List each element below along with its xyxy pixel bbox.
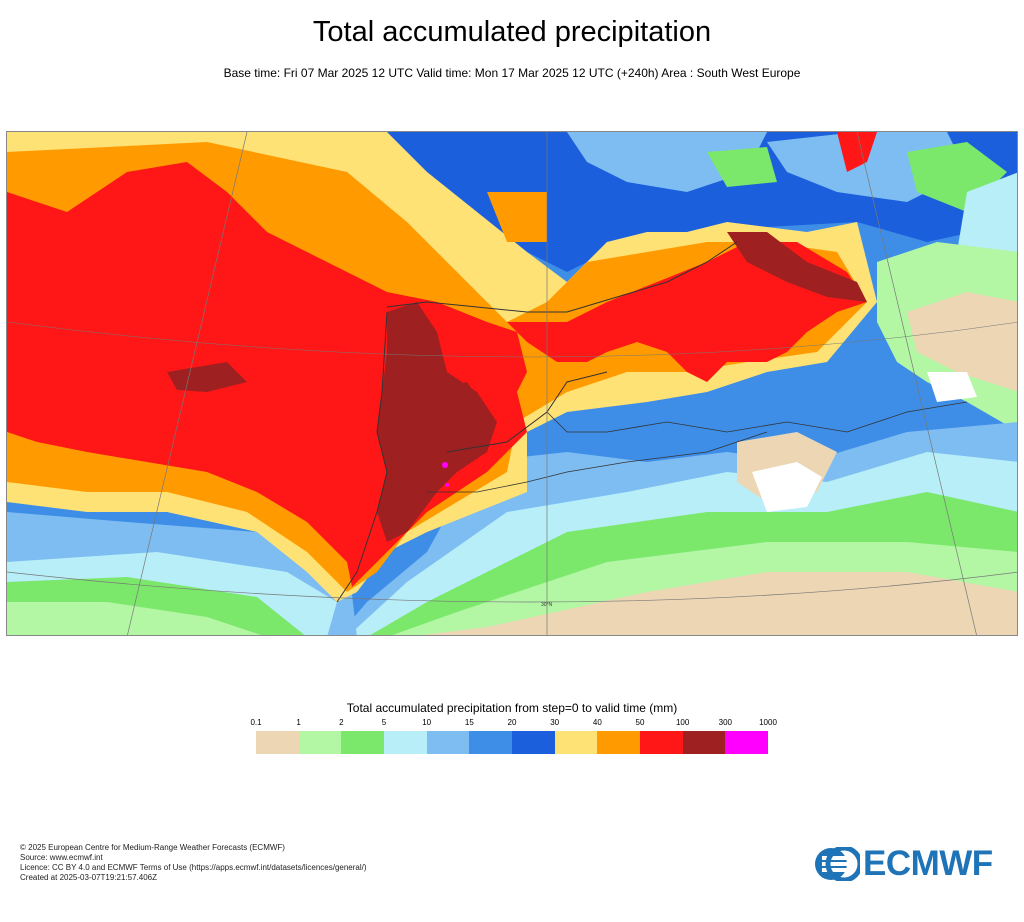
legend-tick-label: 100 xyxy=(675,718,690,727)
legend-tick-label: 20 xyxy=(507,718,517,727)
legend-labels: 0.1 1 2 5 10 15 20 30 40 50 100 300 1000 xyxy=(250,718,776,730)
footer-source: Source: www.ecmwf.int xyxy=(20,853,103,862)
legend-tick-label: 1000 xyxy=(759,718,777,727)
latitude-label: 30°N xyxy=(541,602,553,608)
legend-swatch-3 xyxy=(384,731,427,754)
footer: © 2025 European Centre for Medium-Range … xyxy=(20,843,367,883)
legend-tick-label: 30 xyxy=(550,718,560,727)
legend-tick-label: 10 xyxy=(422,718,432,727)
legend-swatch-8 xyxy=(597,731,641,754)
ecmwf-logo-text: ECMWF xyxy=(863,844,993,883)
footer-copyright: © 2025 European Centre for Medium-Range … xyxy=(20,843,285,852)
footer-licence: Licence: CC BY 4.0 and ECMWF Terms of Us… xyxy=(20,863,367,872)
ecmwf-logo: ECMWF xyxy=(814,844,1006,883)
legend-swatch-10 xyxy=(682,731,726,754)
legend-swatch-9 xyxy=(640,731,683,754)
legend-swatch-0 xyxy=(256,731,299,754)
legend-tick-label: 15 xyxy=(464,718,474,727)
legend-swatch-5 xyxy=(469,731,513,754)
legend-tick-label: 50 xyxy=(635,718,645,727)
legend-swatch-7 xyxy=(554,731,598,754)
legend-tick-label: 1 xyxy=(296,718,301,727)
legend-swatch-1 xyxy=(298,731,342,754)
chart-subtitle: Base time: Fri 07 Mar 2025 12 UTC Valid … xyxy=(223,66,801,80)
legend-swatch-2 xyxy=(341,731,385,754)
precipitation-map: 30°N xyxy=(6,131,1018,636)
legend-tick-label: 300 xyxy=(718,718,733,727)
legend-colorbar xyxy=(256,731,769,754)
ecmwf-logo-icon xyxy=(815,847,860,881)
legend-tick-label: 2 xyxy=(339,718,344,727)
legend-tick-label: 0.1 xyxy=(250,718,262,727)
chart-title: Total accumulated precipitation xyxy=(312,16,712,48)
legend-title: Total accumulated precipitation from ste… xyxy=(346,701,678,715)
legend-swatch-6 xyxy=(512,731,555,754)
legend-tick-label: 40 xyxy=(592,718,602,727)
legend-swatch-11 xyxy=(725,731,769,754)
footer-created: Created at 2025-03-07T19:21:57.406Z xyxy=(20,873,157,882)
legend-swatch-4 xyxy=(426,731,470,754)
legend-tick-label: 5 xyxy=(381,718,387,727)
